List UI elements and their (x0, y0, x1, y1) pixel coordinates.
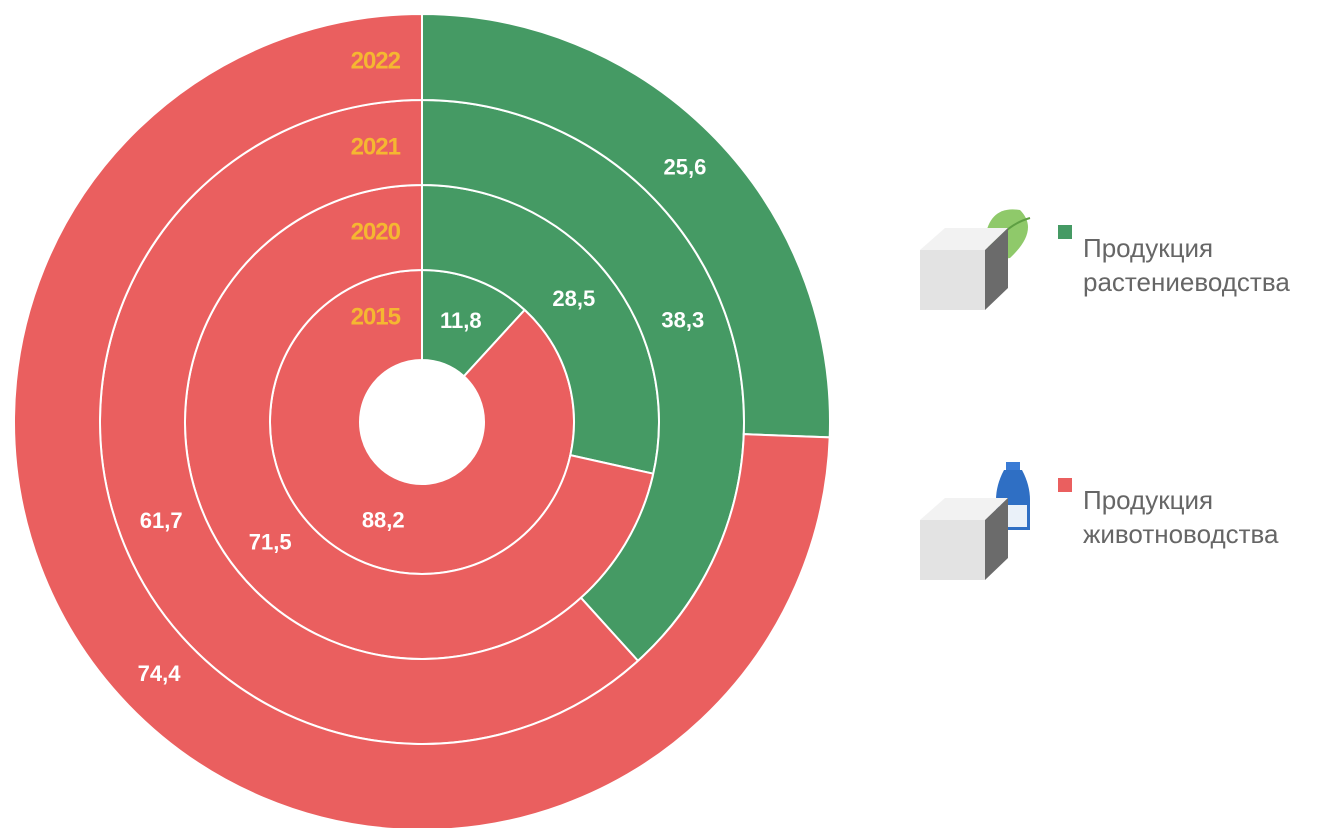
ring-segment (269, 268, 575, 575)
value-label: 25,6 (663, 155, 706, 180)
legend-swatch (1058, 225, 1072, 239)
value-label: 71,5 (249, 529, 292, 554)
value-label: 11,8 (440, 308, 482, 333)
legend-swatch (1058, 478, 1072, 492)
value-label: 61,7 (140, 508, 183, 533)
ring-segment (13, 12, 831, 828)
ring-year-label: 2022 (351, 47, 401, 74)
legend-label: Продукция животноводства (1083, 485, 1279, 549)
milk-icon (920, 462, 1030, 580)
plant-icon (920, 209, 1031, 310)
ring-year-label: 2020 (351, 218, 401, 245)
value-label: 28,5 (552, 286, 595, 311)
value-label: 88,2 (362, 508, 405, 533)
value-label: 38,3 (661, 307, 704, 332)
ring-year-label: 2015 (351, 303, 401, 330)
value-label: 74,4 (138, 661, 182, 686)
legend-label: Продукция растениеводства (1083, 233, 1290, 297)
ring-year-label: 2021 (351, 133, 401, 160)
